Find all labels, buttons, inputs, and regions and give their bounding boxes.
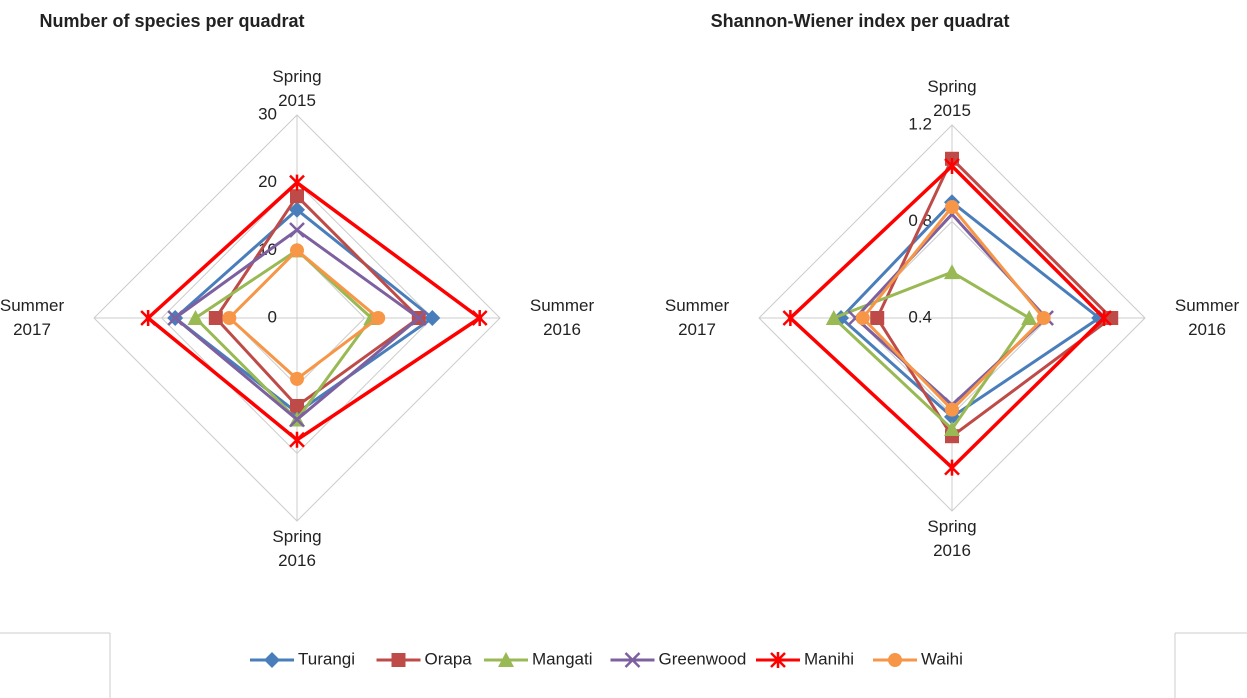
marker: [290, 189, 304, 204]
marker: [290, 398, 304, 413]
marker: [290, 371, 304, 386]
marker: [944, 264, 960, 280]
legend-marker: [624, 652, 641, 668]
marker: [471, 310, 488, 326]
marker: [222, 311, 237, 325]
marker: [289, 222, 305, 238]
marker: [289, 201, 305, 218]
legend-marker: [498, 652, 514, 667]
marker: [825, 310, 842, 325]
category-label: Summer 2017: [664, 296, 730, 339]
legend-marker: [770, 652, 786, 668]
category-label: Summer 2016: [1174, 296, 1240, 339]
legend-label: Mangati: [532, 649, 592, 668]
legend-label: Turangi: [298, 649, 355, 668]
y-tick-label: 30: [258, 104, 277, 123]
legend-marker: [888, 653, 902, 667]
category-label: Spring 2015: [272, 67, 322, 110]
marker: [1096, 310, 1112, 326]
marker: [782, 310, 799, 326]
marker: [945, 200, 959, 215]
marker: [187, 310, 204, 325]
category-label: Spring 2016: [927, 517, 977, 560]
grid-line: [160, 181, 434, 455]
y-tick-label: 20: [258, 172, 277, 191]
category-label: Spring 2016: [272, 527, 322, 570]
chart-title: Shannon-Wiener index per quadrat: [711, 11, 1010, 31]
marker: [208, 311, 223, 325]
grid-line: [93, 114, 501, 522]
y-tick-label: 0.4: [908, 307, 932, 326]
y-tick-label: 1.2: [908, 114, 932, 133]
legend-marker: [264, 652, 280, 668]
y-tick-label: 0: [268, 307, 277, 326]
marker: [944, 420, 960, 436]
marker: [945, 402, 959, 417]
marker: [1036, 311, 1051, 325]
series-line: [860, 204, 1046, 412]
legend-label: Waihi: [921, 649, 963, 668]
legend-label: Orapa: [425, 649, 473, 668]
marker: [289, 174, 305, 191]
marker: [289, 431, 305, 448]
series-line: [227, 248, 381, 381]
marker: [167, 310, 184, 326]
legend-label: Manihi: [804, 649, 854, 668]
legend-marker: [391, 653, 406, 667]
category-label: Summer 2016: [529, 296, 595, 339]
grid-line: [758, 124, 1146, 512]
category-label: Spring 2015: [927, 77, 977, 120]
legend-label: Greenwood: [659, 649, 747, 668]
marker: [944, 158, 960, 175]
marker: [424, 310, 441, 326]
marker: [140, 310, 157, 326]
marker: [290, 243, 304, 258]
marker: [855, 311, 870, 325]
marker: [410, 310, 427, 326]
marker: [944, 459, 960, 476]
marker: [870, 311, 885, 325]
marker: [289, 411, 305, 428]
chart-title: Number of species per quadrat: [39, 11, 304, 31]
marker: [1021, 310, 1038, 325]
category-label: Summer 2017: [0, 296, 65, 339]
marker: [371, 311, 386, 325]
